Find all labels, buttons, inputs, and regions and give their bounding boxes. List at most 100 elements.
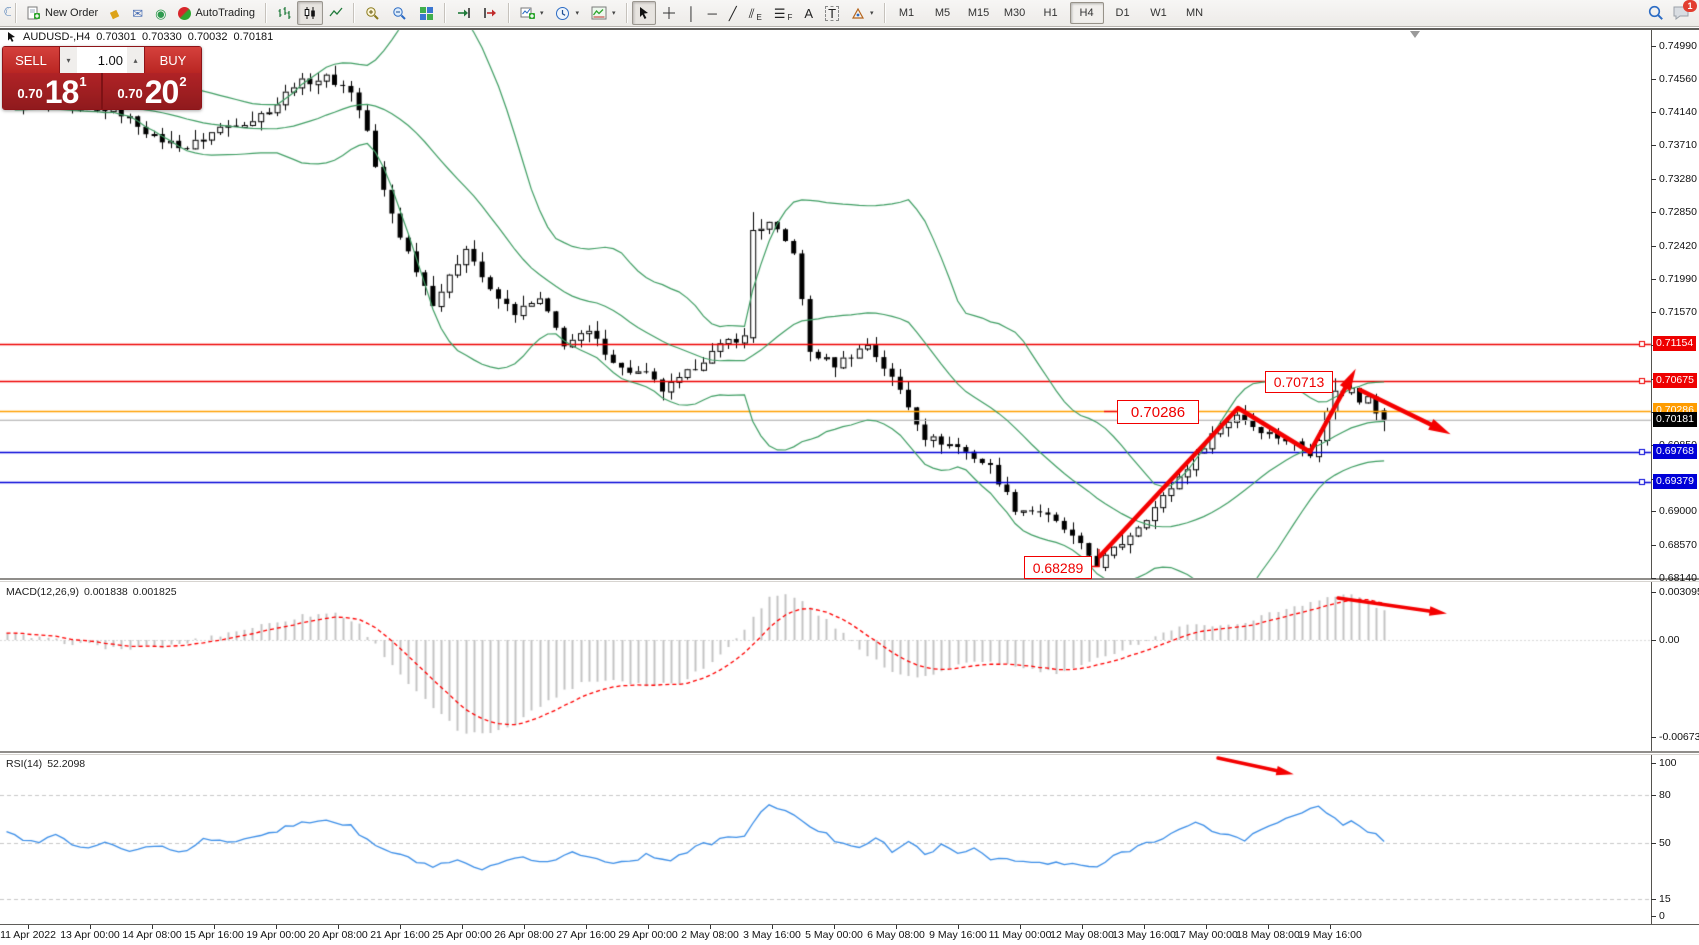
axis-tick [1651, 79, 1656, 80]
tf-m15-button[interactable]: M15 [967, 7, 990, 19]
time-axis-label: 18 May 08:00 [1236, 929, 1300, 941]
tf-m1-button[interactable]: M1 [898, 7, 915, 19]
sell-button[interactable]: SELL [3, 47, 59, 73]
axis-tick-label: 0 [1659, 910, 1665, 922]
tf-w1-button[interactable]: W1 [1150, 7, 1167, 19]
axis-tick [1651, 511, 1656, 512]
zoom-out-button[interactable] [386, 1, 413, 25]
indicators-button[interactable]: ▾ [585, 1, 622, 25]
buy-button[interactable]: BUY [145, 47, 201, 73]
axis-tick-label: 0.73710 [1659, 139, 1697, 151]
search-icon[interactable] [1648, 5, 1664, 21]
time-axis-label: 11 May 00:00 [988, 929, 1052, 941]
rsi-label: RSI(14) 52.2098 [6, 758, 85, 770]
tf-mn-button[interactable]: MN [1185, 7, 1204, 19]
volume-control: ▾ ▴ [59, 47, 145, 73]
time-axis-label: 19 Apr 00:00 [246, 929, 306, 941]
bar-chart-button[interactable] [271, 1, 297, 25]
cursor-tool-button[interactable] [631, 1, 656, 25]
new-chart-button[interactable]: ▾ [514, 1, 550, 25]
axis-tick-label: 0.72420 [1659, 240, 1697, 252]
time-axis-label: 27 Apr 16:00 [556, 929, 616, 941]
price-axis-border [1651, 28, 1652, 924]
price-axis[interactable]: 0.74990 0.74560 0.74140 0.73710 0.73280 0.728… [1651, 28, 1699, 924]
auto-scroll-icon [457, 8, 470, 18]
candlestick-chart-button[interactable] [296, 1, 323, 25]
line-chart-button[interactable] [323, 1, 349, 25]
signals-button[interactable]: ◉ [149, 1, 172, 25]
axis-tick [1651, 279, 1656, 280]
trendline-tool-button[interactable]: ╱ [723, 1, 743, 25]
macd-pane-splitter[interactable] [0, 578, 1699, 582]
tf-h1-button[interactable]: H1 [1043, 7, 1058, 19]
channel-letter: E [756, 13, 762, 22]
time-tick [958, 925, 959, 929]
indicators-dropdown-caret: ▾ [612, 10, 616, 17]
tile-windows-button[interactable] [413, 1, 440, 25]
tf-d1-button[interactable]: D1 [1115, 7, 1130, 19]
axis-tick [1651, 916, 1656, 917]
price-tag-0.69768: 0.69768 [1653, 443, 1697, 459]
zoom-in-button[interactable] [359, 1, 386, 25]
chart-top-border [0, 28, 1699, 30]
fibonacci-icon: ☰ [773, 5, 786, 21]
tf-m5-button[interactable]: M5 [934, 7, 951, 19]
autotrading-button[interactable]: AutoTrading [172, 1, 261, 25]
ohlc-open: 0.70301 [96, 31, 136, 43]
autotrading-label: AutoTrading [195, 7, 255, 19]
crosshair-tool-button[interactable] [656, 1, 682, 25]
profiles-button[interactable]: ▾ [549, 1, 585, 25]
sell-price-prefix: 0.70 [17, 86, 43, 101]
axis-tick [1651, 112, 1656, 113]
bar-chart-icon [278, 7, 291, 19]
text-label-icon: T [825, 5, 840, 21]
volume-input[interactable] [77, 47, 127, 73]
fibonacci-tool-button[interactable]: ☰ F [768, 1, 799, 25]
new-order-button[interactable]: New Order [21, 1, 104, 25]
buy-price[interactable]: 0.70 20 2 [103, 73, 201, 109]
price-annotation-0.70713[interactable]: 0.70713 [1265, 371, 1333, 393]
toolbar-right-group: 1 [1648, 0, 1697, 21]
time-axis-label: 29 Apr 00:00 [618, 929, 678, 941]
time-axis-label: 13 May 16:00 [1112, 929, 1176, 941]
tf-m30-button[interactable]: M30 [1003, 7, 1026, 19]
indicators-icon [591, 6, 607, 20]
axis-tick-label: 0.69000 [1659, 505, 1697, 517]
mail-button[interactable]: ✉ [126, 1, 149, 25]
vertical-line-tool-button[interactable]: │ [682, 1, 702, 25]
price-tag-0.70675: 0.70675 [1653, 373, 1697, 389]
price-annotation-0.70286[interactable]: 0.70286 [1117, 400, 1199, 424]
new-chart-dropdown-caret: ▾ [539, 10, 544, 17]
text-label-tool-button[interactable]: T [819, 1, 845, 25]
tf-h4-button[interactable]: H4 [1069, 2, 1104, 24]
time-axis-label: 2 May 08:00 [681, 929, 739, 941]
sell-price-point: 1 [79, 74, 87, 89]
axis-tick-label: 0.73280 [1659, 173, 1697, 185]
axis-tick-label: 0.74990 [1659, 40, 1697, 52]
price-annotation-0.68289[interactable]: 0.68289 [1024, 556, 1092, 579]
fibonacci-letter: F [787, 13, 793, 22]
channel-icon: ⫽ [748, 5, 755, 21]
time-axis[interactable]: 11 Apr 2022 13 Apr 00:00 14 Apr 08:00 15 Ap… [0, 925, 1651, 945]
time-tick [834, 925, 835, 929]
arrows-tool-button[interactable]: ▾ [845, 1, 880, 25]
sell-price[interactable]: 0.70 18 1 [3, 73, 101, 109]
rsi-pane-splitter[interactable] [0, 751, 1699, 755]
arrows-shapes-icon [851, 7, 865, 19]
chart-shift-button[interactable] [477, 1, 504, 25]
axis-tick-label: 100 [1659, 757, 1677, 769]
volume-increase-button[interactable]: ▴ [127, 47, 144, 73]
time-axis-label: 3 May 16:00 [743, 929, 801, 941]
horizontal-line-tool-button[interactable]: ─ [702, 1, 723, 25]
deposit-button[interactable]: ◆ [104, 1, 126, 25]
equidistant-channel-tool-button[interactable]: ⫽ E [743, 1, 768, 25]
time-axis-label: 19 May 16:00 [1298, 929, 1362, 941]
text-tool-button[interactable]: A [798, 1, 819, 25]
toolbar-separator [625, 3, 628, 23]
auto-scroll-button[interactable] [450, 1, 477, 25]
axis-tick-label: 0.68140 [1659, 572, 1697, 584]
volume-decrease-button[interactable]: ▾ [60, 47, 77, 73]
axis-tick [1651, 843, 1656, 844]
notifications-button[interactable]: 1 [1672, 0, 1697, 21]
